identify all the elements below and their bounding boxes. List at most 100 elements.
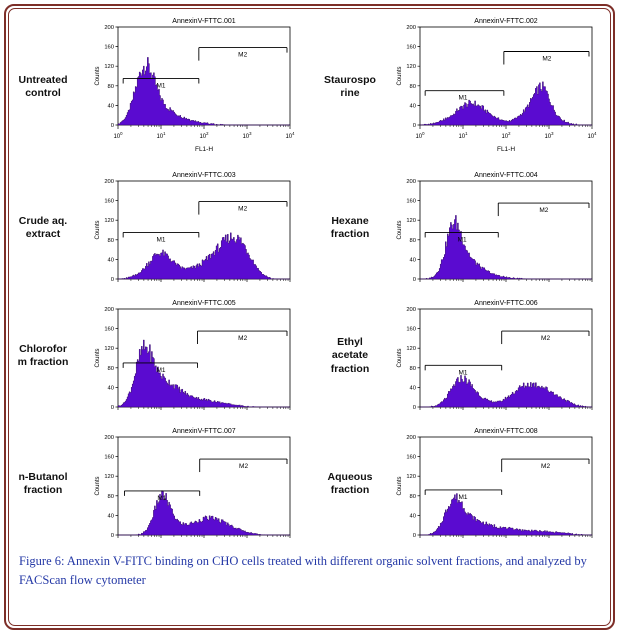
- panel-title: AnnexinV-FTTC.005: [172, 300, 236, 307]
- y-tick-label: 160: [406, 327, 416, 333]
- panel-annexinv-fttc-003: AnnexinV-FTTC.003 0 40 80 120 160 200 Counts M1 M…: [75, 169, 315, 287]
- histogram-chart-004: AnnexinV-FTTC.004 0 40 80 120 160 200 Counts M1 M…: [394, 169, 600, 287]
- panel-annexinv-fttc-004: AnnexinV-FTTC.004 0 40 80 120 160 200 Counts M1 M…: [385, 169, 608, 287]
- gate-label-M2: M2: [238, 52, 247, 59]
- histogram-area: [118, 490, 290, 536]
- panel-annexinv-fttc-008: AnnexinV-FTTC.008 0 40 80 120 160 200 Counts M1 M…: [385, 425, 608, 543]
- y-tick-label: 80: [409, 494, 415, 500]
- y-tick-label: 200: [406, 179, 416, 185]
- y-tick-label: 120: [406, 474, 416, 480]
- y-tick-label: 200: [406, 25, 416, 31]
- row-label-crude-aq-extract: Crude aq. extract: [18, 214, 68, 240]
- figure-frame-outer: Untreated control AnnexinV-FTTC.001 0 40 80…: [4, 4, 615, 630]
- gate-label-M1: M1: [458, 369, 467, 376]
- histogram-chart-005: AnnexinV-FTTC.005 0 40 80 120 160 200 Counts M1 M…: [92, 297, 298, 415]
- y-axis-label: Counts: [95, 476, 101, 495]
- y-tick-label: 200: [104, 307, 114, 313]
- gate-label-M1: M1: [457, 236, 466, 243]
- x-tick-label: 103: [242, 131, 252, 140]
- histogram-chart-006: AnnexinV-FTTC.006 0 40 80 120 160 200 Counts M1 M…: [394, 297, 600, 415]
- gate-label-M2: M2: [541, 335, 550, 342]
- y-tick-label: 160: [406, 455, 416, 461]
- panel-annexinv-fttc-006: AnnexinV-FTTC.006 0 40 80 120 160 200 Counts M1 M…: [385, 297, 608, 415]
- histogram-chart-007: AnnexinV-FTTC.007 0 40 80 120 160 200 Counts M1 M…: [92, 425, 298, 543]
- plot-box: [419, 308, 592, 408]
- y-tick-label: 0: [111, 123, 114, 129]
- y-tick-label: 120: [406, 64, 416, 70]
- x-axis-label: FL1-H: [496, 146, 514, 153]
- panel-title: AnnexinV-FTTC.002: [474, 18, 538, 25]
- y-axis-label: Counts: [95, 66, 101, 85]
- y-tick-label: 80: [409, 84, 415, 90]
- panel-grid: Untreated control AnnexinV-FTTC.001 0 40 80…: [11, 15, 608, 543]
- y-tick-label: 40: [108, 257, 114, 263]
- y-tick-label: 40: [108, 103, 114, 109]
- histogram-svg: AnnexinV-FTTC.001 0 40 80 120 160 200 Counts 100…: [95, 18, 295, 153]
- histogram-svg: AnnexinV-FTTC.006 0 40 80 120 160 200 Counts M1 M…: [397, 300, 592, 411]
- panel-title: AnnexinV-FTTC.007: [172, 428, 236, 435]
- gate-label-M1: M1: [156, 82, 165, 89]
- gate-label-M2: M2: [238, 206, 247, 213]
- y-tick-label: 200: [104, 25, 114, 31]
- histogram-svg: AnnexinV-FTTC.004 0 40 80 120 160 200 Counts M1 M…: [397, 172, 592, 283]
- y-tick-label: 120: [104, 218, 114, 224]
- x-tick-label: 101: [458, 131, 468, 140]
- y-tick-label: 0: [412, 123, 415, 129]
- y-tick-label: 0: [412, 277, 415, 283]
- x-tick-label: 102: [501, 131, 511, 140]
- panel-annexinv-fttc-005: AnnexinV-FTTC.005 0 40 80 120 160 200 Counts M1 M…: [75, 297, 315, 415]
- gate-label-M1: M1: [156, 236, 165, 243]
- caption-text: Annexin V-FITC binding on CHO cells trea…: [19, 554, 587, 587]
- y-tick-label: 200: [104, 179, 114, 185]
- y-tick-label: 160: [104, 45, 114, 51]
- y-tick-label: 40: [108, 385, 114, 391]
- gate-label-M2: M2: [539, 207, 548, 214]
- y-tick-label: 80: [108, 494, 114, 500]
- histogram-area: [419, 215, 592, 280]
- histogram-chart-002: AnnexinV-FTTC.002 0 40 80 120 160 200 Counts 100…: [394, 15, 600, 159]
- y-tick-label: 200: [406, 307, 416, 313]
- y-tick-label: 80: [108, 366, 114, 372]
- y-tick-label: 40: [409, 257, 415, 263]
- gate-label-M1: M1: [157, 495, 166, 502]
- y-tick-label: 200: [104, 435, 114, 441]
- y-tick-label: 120: [104, 346, 114, 352]
- plot-box: [419, 26, 592, 126]
- y-tick-label: 160: [104, 455, 114, 461]
- x-tick-label: 100: [415, 131, 425, 140]
- gate-label-M2: M2: [239, 463, 248, 470]
- y-tick-label: 0: [412, 533, 415, 539]
- y-tick-label: 120: [406, 218, 416, 224]
- y-tick-label: 80: [409, 366, 415, 372]
- x-axis-label: FL1-H: [195, 146, 213, 153]
- y-axis-label: Counts: [397, 220, 403, 239]
- x-tick-label: 101: [156, 131, 166, 140]
- panel-annexinv-fttc-007: AnnexinV-FTTC.007 0 40 80 120 160 200 Counts M1 M…: [75, 425, 315, 543]
- histogram-area: [419, 81, 592, 126]
- y-tick-label: 40: [108, 513, 114, 519]
- row-label-ethyl-acetate-fraction: Ethyl acetate fraction: [330, 336, 370, 375]
- histogram-chart-001: AnnexinV-FTTC.001 0 40 80 120 160 200 Counts 100…: [92, 15, 298, 159]
- y-tick-label: 160: [104, 199, 114, 205]
- y-tick-label: 120: [104, 64, 114, 70]
- histogram-chart-003: AnnexinV-FTTC.003 0 40 80 120 160 200 Counts M1 M…: [92, 169, 298, 287]
- y-axis-label: Counts: [397, 348, 403, 367]
- panel-title: AnnexinV-FTTC.008: [474, 428, 538, 435]
- y-axis-label: Counts: [397, 476, 403, 495]
- figure-frame-inner: Untreated control AnnexinV-FTTC.001 0 40 80…: [8, 8, 611, 626]
- y-axis-label: Counts: [397, 66, 403, 85]
- row-label-aqueous-fraction: Aqueous fraction: [327, 470, 373, 496]
- panel-annexinv-fttc-001: AnnexinV-FTTC.001 0 40 80 120 160 200 Counts 100…: [75, 15, 315, 159]
- gate-label-M1: M1: [458, 494, 467, 501]
- histogram-chart-008: AnnexinV-FTTC.008 0 40 80 120 160 200 Counts M1 M…: [394, 425, 600, 543]
- histogram-area: [117, 339, 290, 408]
- histogram-svg: AnnexinV-FTTC.005 0 40 80 120 160 200 Counts M1 M…: [95, 300, 291, 411]
- x-tick-label: 104: [285, 131, 295, 140]
- panel-annexinv-fttc-002: AnnexinV-FTTC.002 0 40 80 120 160 200 Counts 100…: [385, 15, 608, 159]
- row-label-chloroform-fraction: Chlorofor m fraction: [17, 342, 69, 368]
- x-tick-label: 100: [113, 131, 123, 140]
- panel-title: AnnexinV-FTTC.006: [474, 300, 538, 307]
- y-tick-label: 0: [111, 277, 114, 283]
- panel-title: AnnexinV-FTTC.001: [172, 18, 236, 25]
